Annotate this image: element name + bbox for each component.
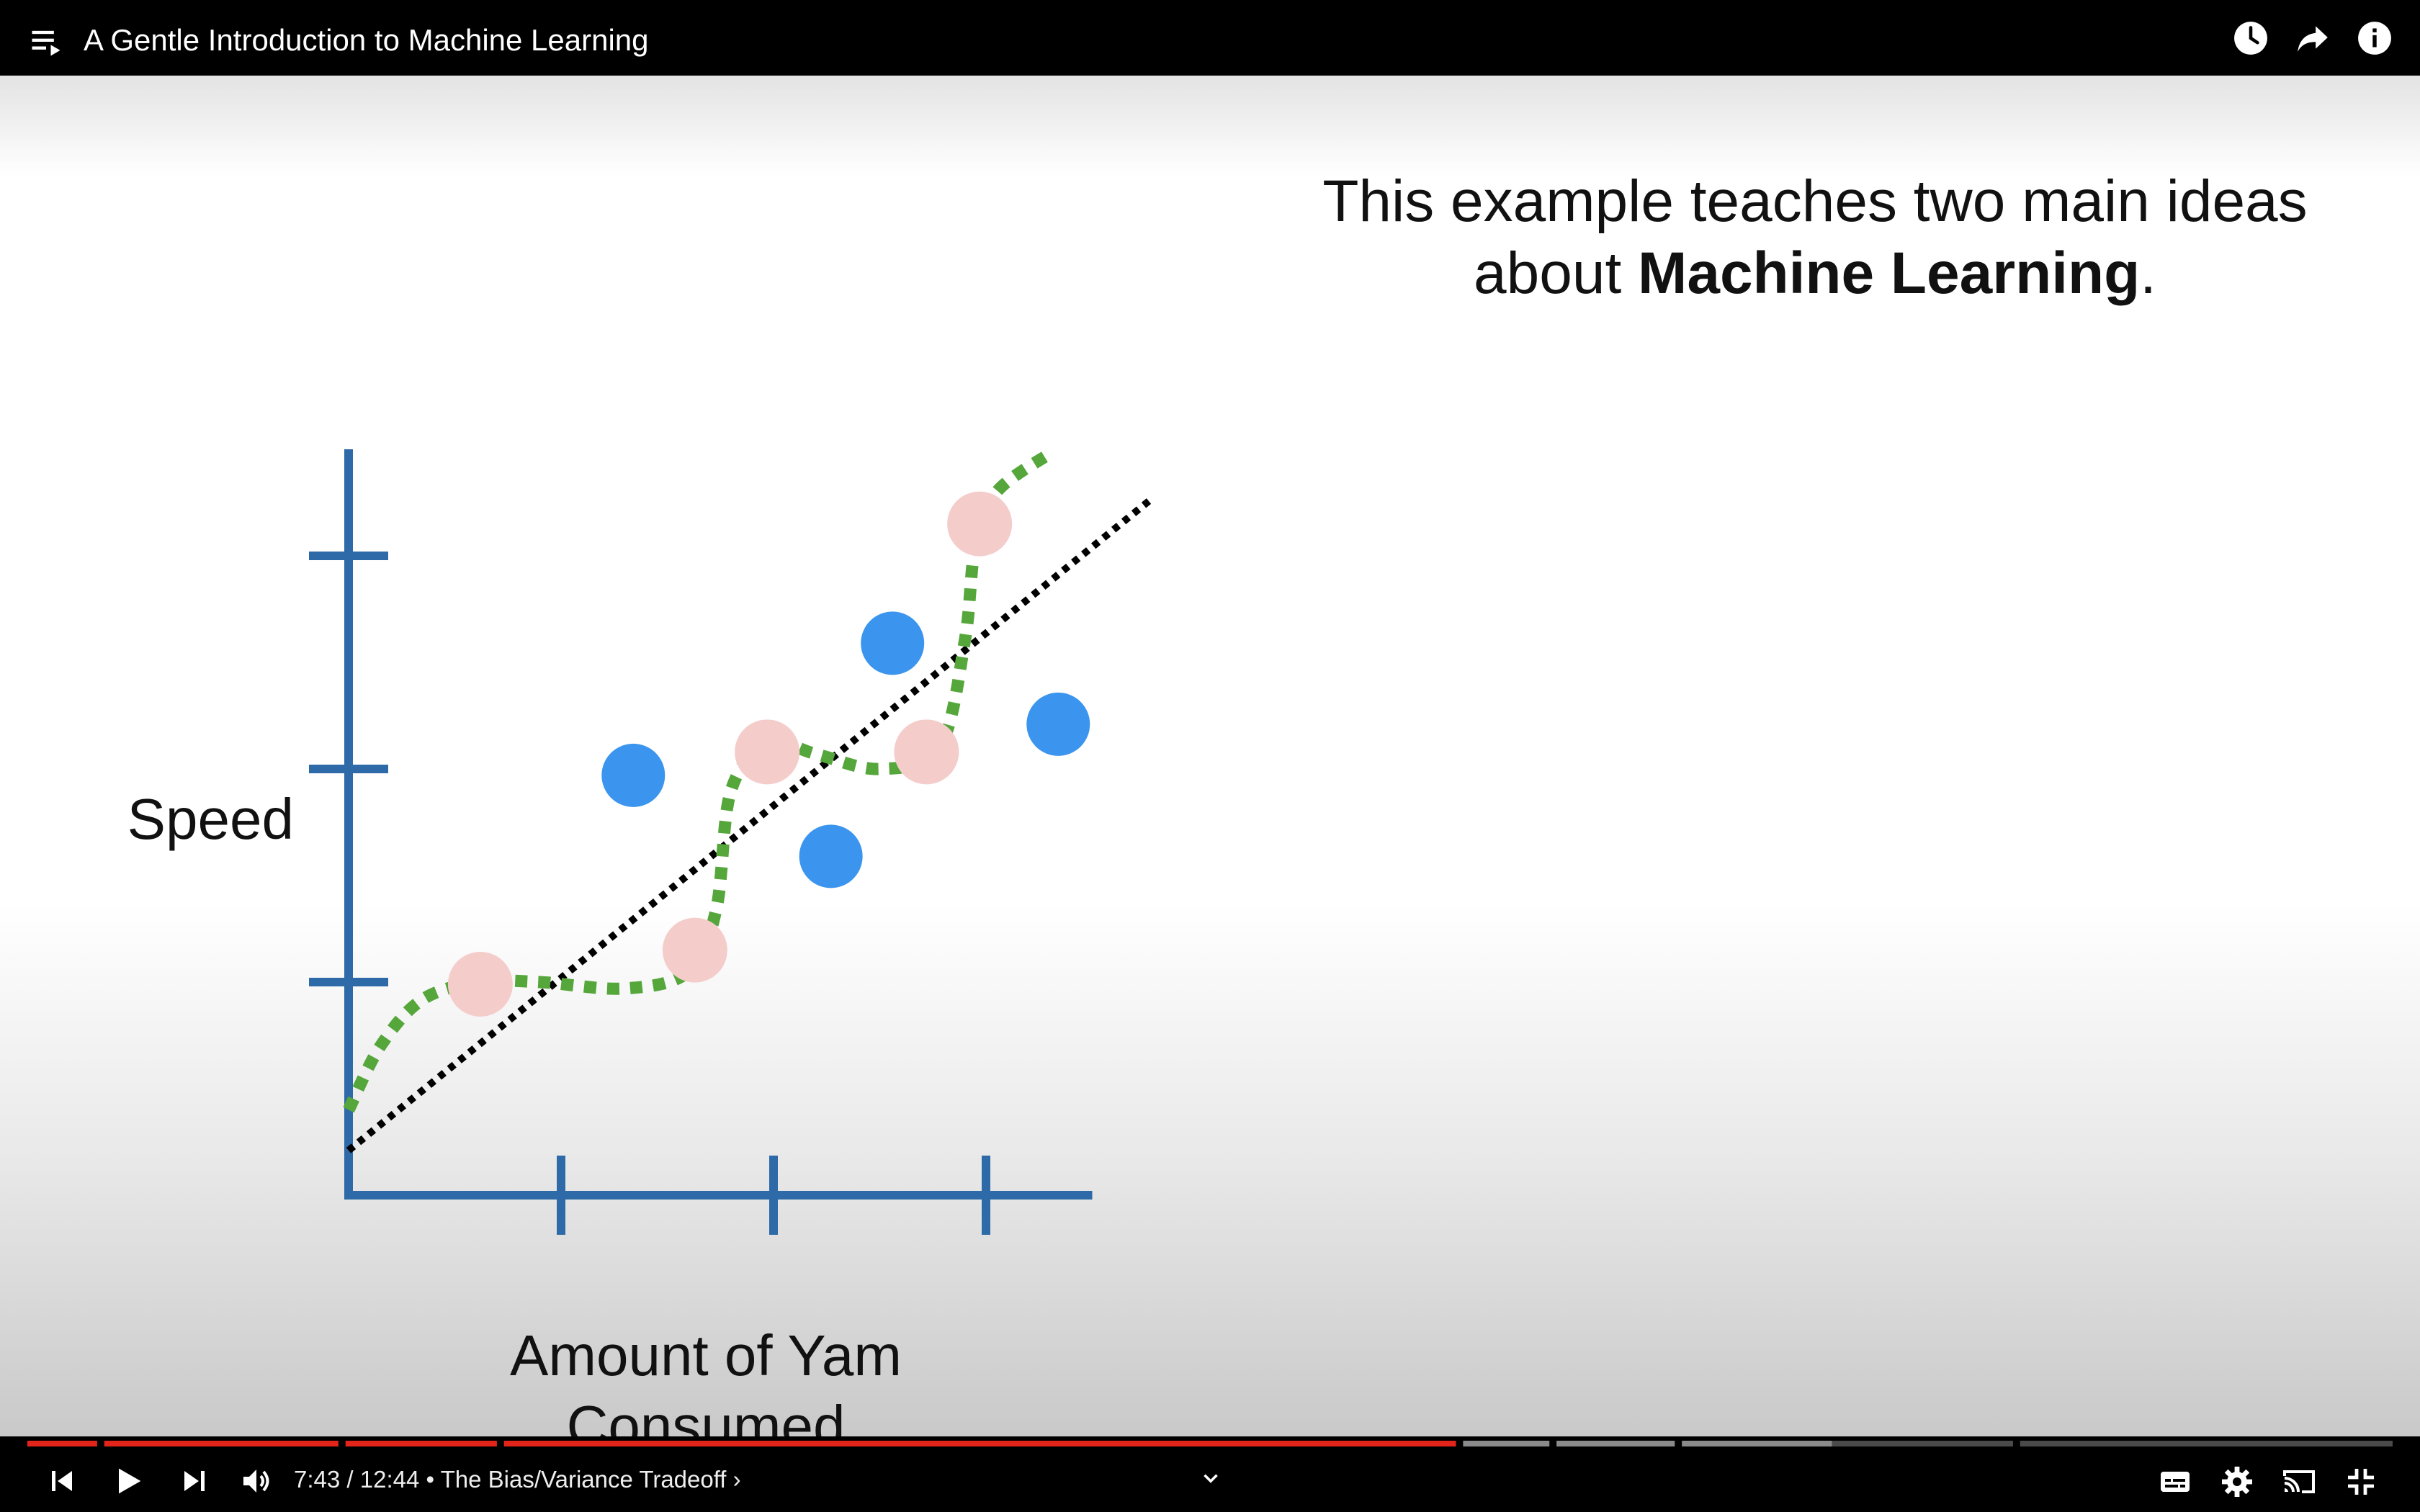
slide-caption-suffix: .	[2140, 240, 2156, 306]
chapter-title-button[interactable]: The Bias/Variance Tradeoff ›	[441, 1466, 741, 1493]
top-bar: A Gentle Introduction to Machine Learnin…	[0, 0, 2420, 76]
testing-point	[601, 743, 666, 807]
squiggle-fit-line	[343, 448, 1054, 1113]
time-separator: /	[340, 1466, 360, 1493]
slide-caption: This example teaches two main ideas abou…	[1224, 166, 2406, 310]
training-point	[947, 491, 1013, 557]
slide-caption-line-1: This example teaches two main ideas	[1322, 168, 2308, 234]
expand-chevron-icon[interactable]	[1198, 1466, 1223, 1490]
player-controls	[0, 1436, 2420, 1512]
yam-speed-chart: Speed Amount of Yam Consumed	[127, 448, 1152, 1436]
progress-segment[interactable]	[345, 1441, 497, 1446]
testing-point	[1026, 692, 1090, 756]
training-point	[735, 719, 800, 785]
progress-segment[interactable]	[27, 1441, 97, 1446]
clock-icon[interactable]	[2233, 20, 2269, 56]
cast-icon[interactable]	[2282, 1464, 2316, 1499]
progress-segment[interactable]	[1463, 1441, 1550, 1446]
chapter-separator: •	[419, 1466, 441, 1493]
x-axis-label-line-2: Consumed	[567, 1394, 846, 1436]
previous-icon[interactable]	[45, 1464, 79, 1498]
next-icon[interactable]	[177, 1464, 212, 1498]
progress-segment[interactable]	[1832, 1441, 2013, 1446]
chapter-chevron-icon: ›	[732, 1466, 741, 1493]
video-title[interactable]: A Gentle Introduction to Machine Learnin…	[84, 23, 649, 57]
chapter-title: The Bias/Variance Tradeoff	[440, 1466, 727, 1493]
progress-segment[interactable]	[2020, 1441, 2393, 1446]
progress-bar[interactable]	[27, 1441, 2393, 1446]
play-icon[interactable]	[109, 1462, 147, 1500]
x-axis-label-line-1: Amount of Yam	[510, 1323, 902, 1387]
playlist-icon[interactable]	[27, 23, 65, 60]
progress-segment[interactable]	[503, 1441, 1456, 1446]
time-display: 7:43 / 12:44 • The Bias/Variance Tradeof…	[294, 1462, 741, 1498]
settings-icon[interactable]	[2220, 1464, 2254, 1499]
progress-segment[interactable]	[104, 1441, 339, 1446]
training-point	[447, 951, 513, 1017]
testing-point	[861, 611, 925, 675]
slide-caption-line-2: about Machine Learning.	[1224, 238, 2406, 310]
testing-point	[799, 824, 863, 888]
exit-fullscreen-icon[interactable]	[2344, 1464, 2378, 1499]
total-time: 12:44	[359, 1466, 420, 1493]
progress-segment[interactable]	[1556, 1441, 1675, 1446]
y-axis-label: Speed	[127, 787, 294, 851]
subtitles-icon[interactable]	[2158, 1464, 2192, 1499]
training-point	[662, 917, 727, 983]
current-time: 7:43	[294, 1466, 341, 1493]
share-icon[interactable]	[2295, 20, 2331, 56]
training-point	[894, 719, 959, 785]
video-frame[interactable]: This example teaches two main ideas abou…	[0, 76, 2420, 1436]
slide-caption-emphasis: Machine Learning	[1638, 240, 2141, 306]
slide-caption-prefix: about	[1474, 240, 1639, 306]
volume-icon[interactable]	[239, 1464, 274, 1498]
linear-fit-line	[346, 498, 1152, 1153]
progress-segment[interactable]	[1682, 1441, 1832, 1446]
info-icon[interactable]	[2357, 20, 2393, 56]
